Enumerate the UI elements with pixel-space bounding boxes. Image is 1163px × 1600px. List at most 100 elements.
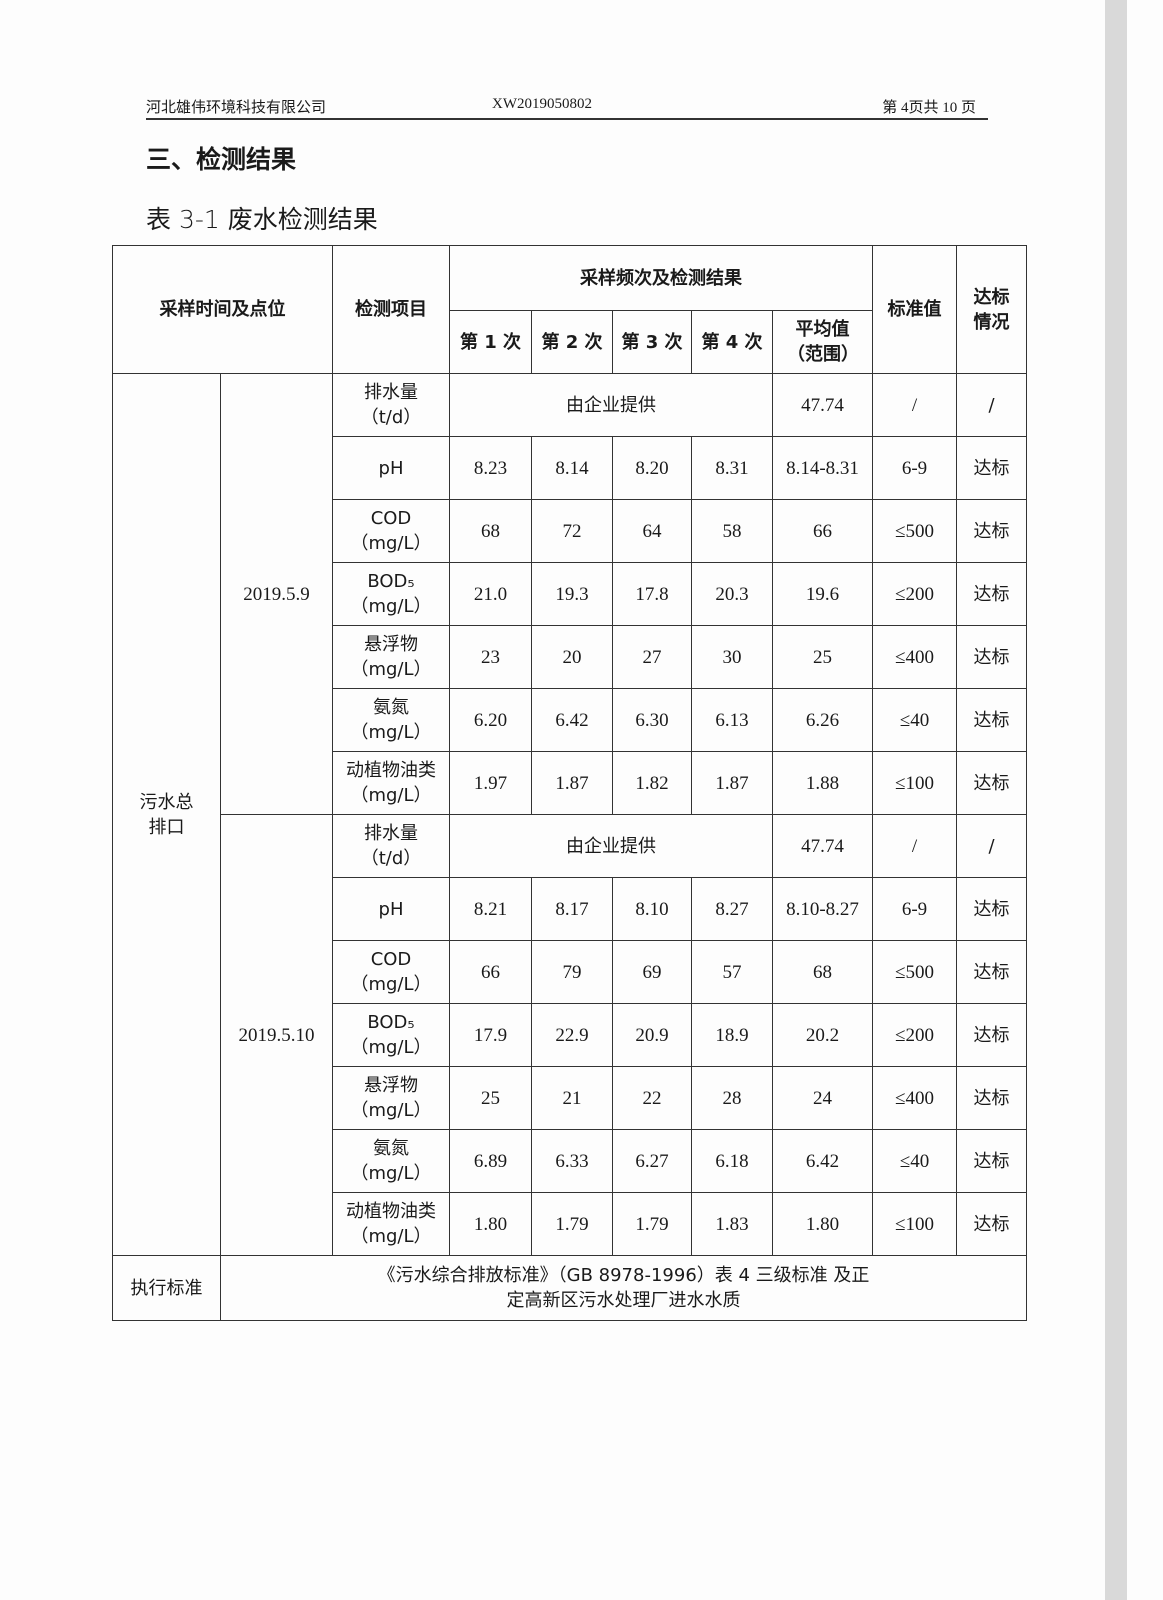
status-cell: 达标 bbox=[956, 436, 1028, 500]
status-cell: 达标 bbox=[956, 688, 1028, 752]
value-cell-run-3: 1.79 bbox=[612, 1192, 692, 1256]
value-cell-run-2: 1.79 bbox=[531, 1192, 613, 1256]
value-cell-run-1: 6.20 bbox=[449, 688, 532, 752]
table-row: pH 8.23 8.14 8.20 8.31 8.14-8.31 6-9 达标 bbox=[113, 436, 1028, 500]
date-cell: 2019.5.10 bbox=[220, 814, 333, 1256]
value-cell-run-4: 8.27 bbox=[691, 877, 773, 941]
value-cell-run-2: 6.42 bbox=[531, 688, 613, 752]
item-cell: COD（mg/L） bbox=[332, 499, 450, 563]
value-cell-run-4: 57 bbox=[691, 940, 773, 1004]
status-cell: 达标 bbox=[956, 1129, 1028, 1193]
value-cell-run-4: 20.3 bbox=[691, 562, 773, 626]
table-row: 氨氮（mg/L） 6.89 6.33 6.27 6.18 6.42 ≤40 达标 bbox=[113, 1129, 1028, 1193]
standard-cell: 6-9 bbox=[872, 436, 958, 500]
value-cell-run-4: 6.13 bbox=[691, 688, 773, 752]
value-cell-run-4: 30 bbox=[691, 625, 773, 689]
status-cell: / bbox=[956, 814, 1028, 878]
table-row: 污水总排口 2019.5.9 排水量（t/d） 由企业提供 47.74// bbox=[112, 373, 1028, 1256]
company-name: 河北雄伟环境科技有限公司 bbox=[146, 100, 327, 116]
value-cell-run-3: 6.30 bbox=[612, 688, 692, 752]
merged-note-cell: 由企业提供 bbox=[449, 373, 773, 437]
average-cell: 68 bbox=[771, 940, 874, 1004]
footer-row: 执行标准 《污水综合排放标准》（GB 8978-1996）表 4 三级标准 及正定… bbox=[112, 1255, 1028, 1321]
standard-cell: 6-9 bbox=[872, 877, 958, 941]
status-cell: 达标 bbox=[956, 877, 1028, 941]
value-cell-run-3: 6.27 bbox=[612, 1129, 692, 1193]
date-cell: 2019.5.9 bbox=[220, 373, 333, 815]
status-cell: 达标 bbox=[956, 625, 1028, 689]
average-cell: 66 bbox=[771, 499, 874, 563]
table-row: 悬浮物（mg/L） 23 20 27 30 25 ≤400 达标 bbox=[113, 625, 1028, 689]
header-item: 检测项目 bbox=[332, 245, 450, 374]
value-cell-run-3: 27 bbox=[612, 625, 692, 689]
standard-cell: ≤200 bbox=[872, 562, 958, 626]
value-cell-run-3: 1.82 bbox=[612, 751, 692, 815]
average-cell: 1.80 bbox=[771, 1192, 874, 1256]
status-cell: 达标 bbox=[956, 1003, 1028, 1067]
value-cell-run-2: 22.9 bbox=[531, 1003, 613, 1067]
header-run-4: 第 4 次 bbox=[691, 310, 773, 374]
value-cell-run-1: 1.97 bbox=[449, 751, 532, 815]
results-table: 采样时间及点位 检测项目 采样频次及检测结果 标准值 达标情况 第 1 次 第 … bbox=[112, 245, 1028, 1321]
table-row: BOD₅（mg/L） 17.9 22.9 20.9 18.9 20.2 ≤200 达标 bbox=[113, 1003, 1028, 1067]
value-cell-run-3: 22 bbox=[612, 1066, 692, 1130]
footer-standard-text: 《污水综合排放标准》（GB 8978-1996）表 4 三级标准 及正定高新区污… bbox=[219, 1255, 1028, 1321]
value-cell-run-3: 17.8 bbox=[612, 562, 692, 626]
average-cell: 6.42 bbox=[771, 1129, 874, 1193]
item-cell: 悬浮物（mg/L） bbox=[332, 1066, 450, 1130]
standard-cell: ≤400 bbox=[872, 1066, 958, 1130]
value-cell-run-2: 21 bbox=[531, 1066, 613, 1130]
table-row: BOD₅（mg/L） 21.0 19.3 17.8 20.3 19.6 ≤200 达标 bbox=[113, 562, 1028, 626]
value-cell-run-4: 1.83 bbox=[691, 1192, 773, 1256]
page-number: 第 4页共 10 页 bbox=[882, 100, 976, 116]
standard-cell: ≤40 bbox=[872, 688, 958, 752]
value-cell-run-1: 68 bbox=[449, 499, 532, 563]
section-title: 三、检测结果 bbox=[146, 145, 297, 174]
table-row: COD（mg/L） 66 79 69 57 68 ≤500 达标 bbox=[113, 940, 1028, 1004]
header-run-2: 第 2 次 bbox=[531, 310, 613, 374]
item-cell: 悬浮物（mg/L） bbox=[332, 625, 450, 689]
location-cell: 污水总排口 bbox=[112, 373, 221, 1256]
standard-cell: ≤40 bbox=[872, 1129, 958, 1193]
value-cell-run-1: 21.0 bbox=[449, 562, 532, 626]
scan-edge bbox=[1105, 0, 1127, 1600]
value-cell-run-3: 64 bbox=[612, 499, 692, 563]
status-cell: 达标 bbox=[956, 1066, 1028, 1130]
value-cell-run-2: 8.14 bbox=[531, 436, 613, 500]
value-cell-run-4: 8.31 bbox=[691, 436, 773, 500]
table-row: 氨氮（mg/L） 6.20 6.42 6.30 6.13 6.26 ≤40 达标 bbox=[113, 688, 1028, 752]
item-cell: 排水量（t/d） bbox=[332, 814, 450, 878]
value-cell-run-2: 72 bbox=[531, 499, 613, 563]
value-cell-run-2: 1.87 bbox=[531, 751, 613, 815]
value-cell-run-3: 8.10 bbox=[612, 877, 692, 941]
value-cell-run-4: 58 bbox=[691, 499, 773, 563]
value-cell-run-1: 17.9 bbox=[449, 1003, 532, 1067]
value-cell-run-1: 6.89 bbox=[449, 1129, 532, 1193]
footer-label: 执行标准 bbox=[112, 1255, 221, 1321]
standard-cell: ≤400 bbox=[872, 625, 958, 689]
standard-cell: ≤200 bbox=[872, 1003, 958, 1067]
average-cell: 25 bbox=[771, 625, 874, 689]
item-cell: pH bbox=[332, 877, 450, 941]
value-cell-run-1: 23 bbox=[449, 625, 532, 689]
standard-cell: ≤500 bbox=[872, 499, 958, 563]
item-cell: 氨氮（mg/L） bbox=[332, 688, 450, 752]
average-cell: 47.74 bbox=[771, 814, 874, 878]
header-average: 平均值（范围） bbox=[771, 310, 874, 374]
item-cell: 动植物油类（mg/L） bbox=[332, 751, 450, 815]
table-row: pH 8.21 8.17 8.10 8.27 8.10-8.27 6-9 达标 bbox=[113, 877, 1028, 941]
value-cell-run-3: 8.20 bbox=[612, 436, 692, 500]
average-cell: 20.2 bbox=[771, 1003, 874, 1067]
average-cell: 24 bbox=[771, 1066, 874, 1130]
standard-cell: ≤500 bbox=[872, 940, 958, 1004]
item-cell: COD（mg/L） bbox=[332, 940, 450, 1004]
table-row: 动植物油类（mg/L） 1.97 1.87 1.82 1.87 1.88 ≤100 达标 bbox=[113, 751, 1028, 815]
status-cell: 达标 bbox=[956, 940, 1028, 1004]
value-cell-run-1: 25 bbox=[449, 1066, 532, 1130]
average-cell: 47.74 bbox=[771, 373, 874, 437]
status-cell: 达标 bbox=[956, 499, 1028, 563]
header-run-1: 第 1 次 bbox=[449, 310, 532, 374]
item-cell: pH bbox=[332, 436, 450, 500]
status-cell: 达标 bbox=[956, 1192, 1028, 1256]
value-cell-run-1: 1.80 bbox=[449, 1192, 532, 1256]
